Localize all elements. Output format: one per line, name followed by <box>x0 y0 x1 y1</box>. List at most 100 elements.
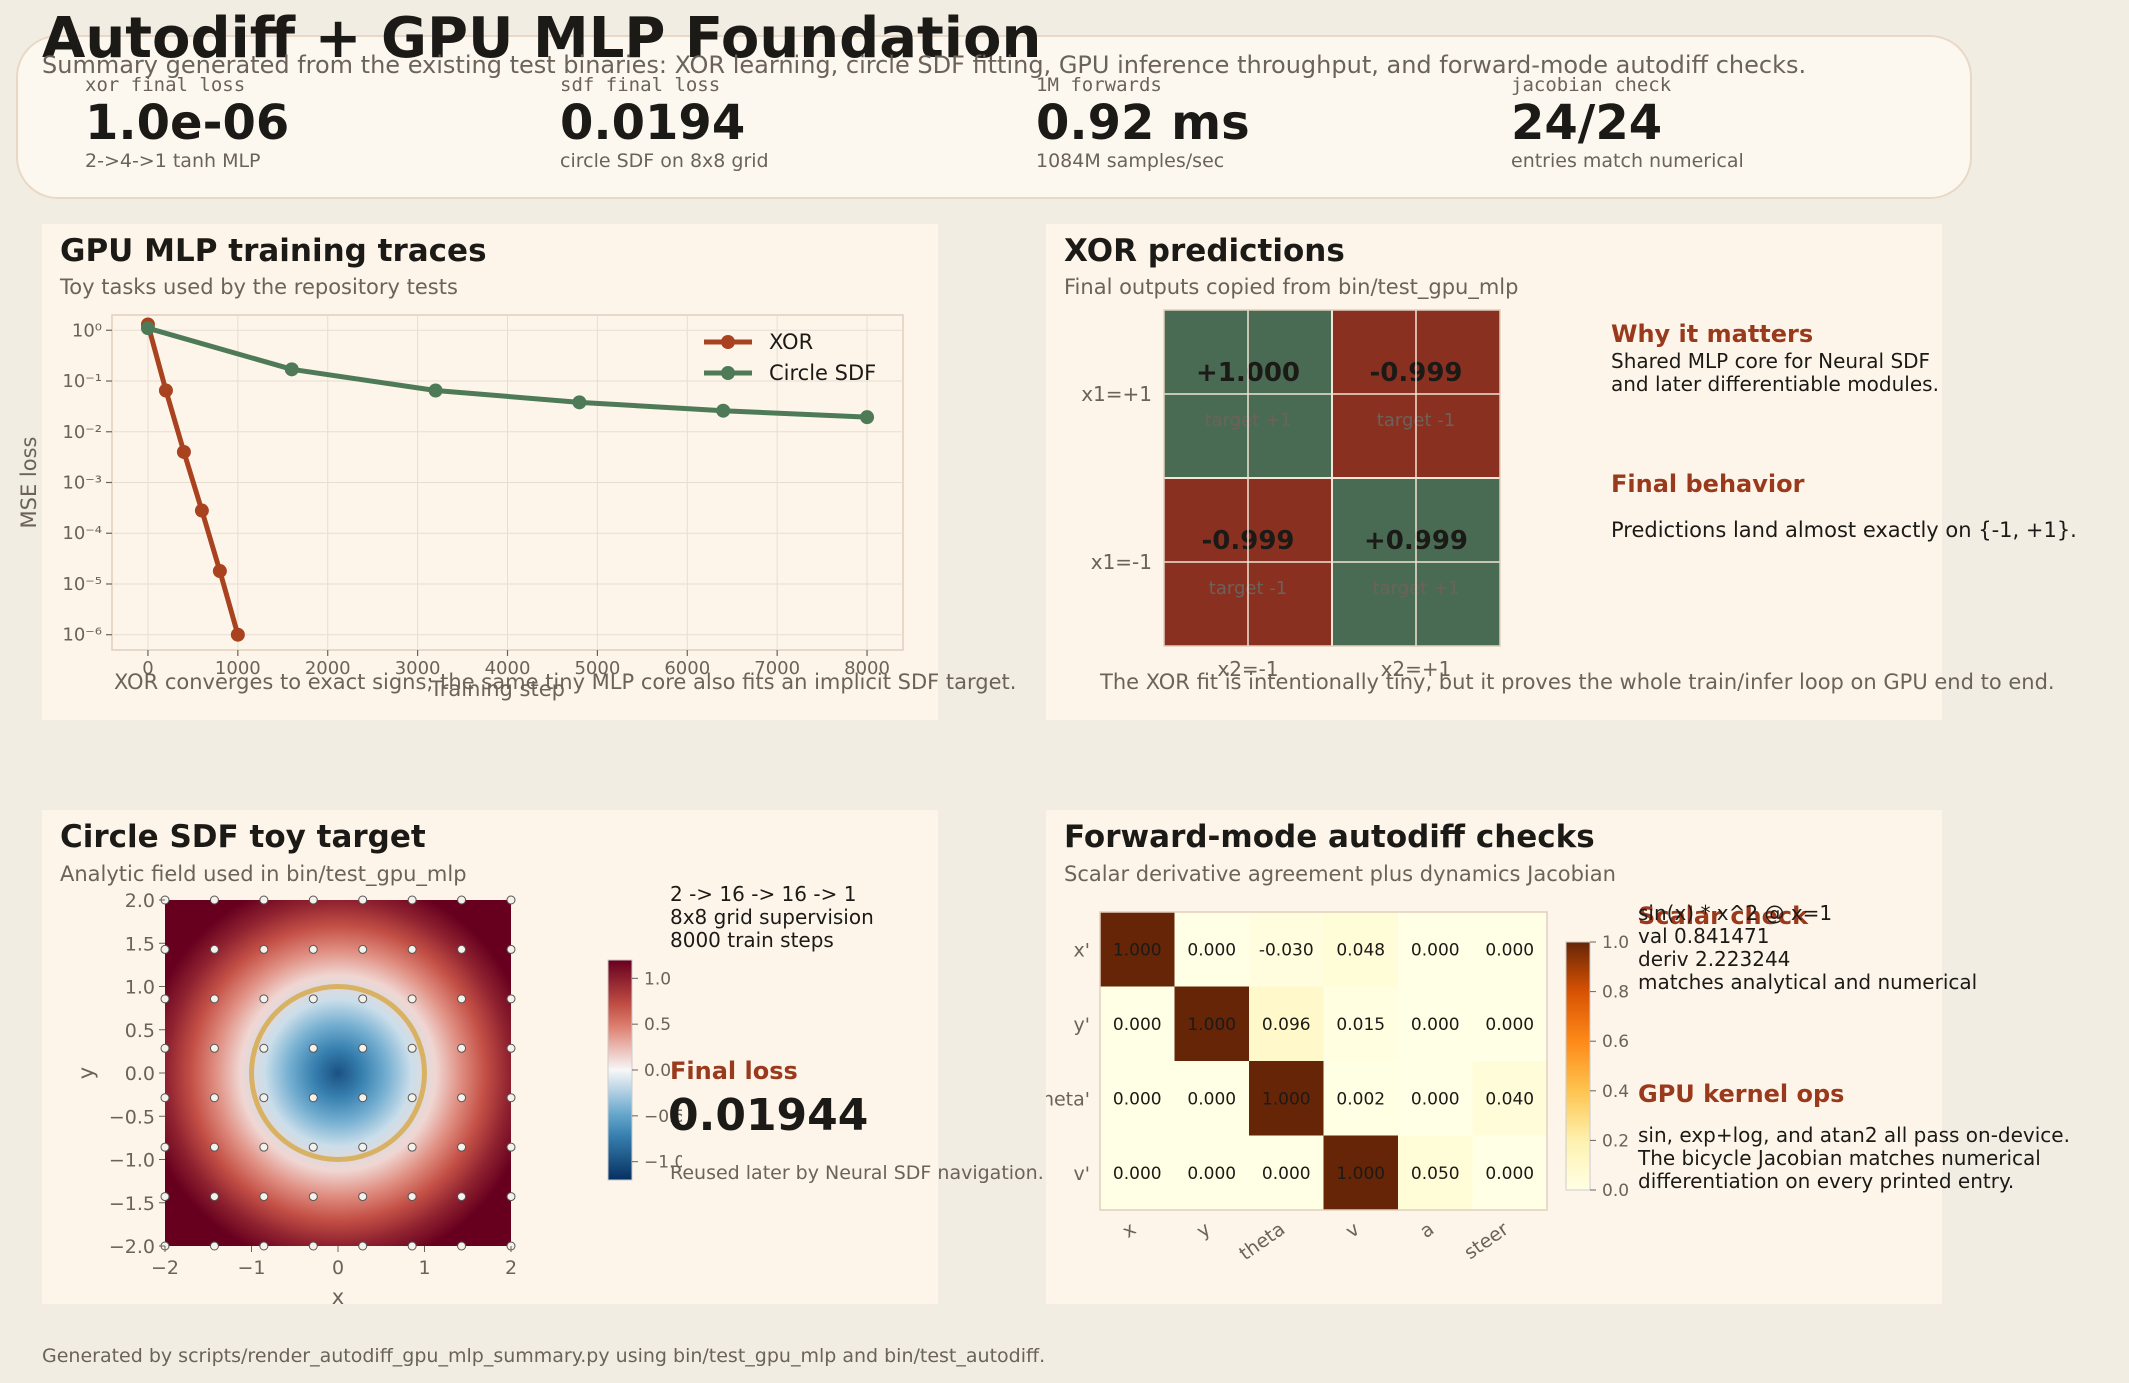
x-tick-label: 2000 <box>305 658 351 679</box>
training-title: GPU MLP training traces <box>60 233 487 269</box>
jacobian-row-label: x' <box>1074 939 1090 961</box>
scalar-text: sin(x) * x^2 @ x=1 val 0.841471 deriv 2.… <box>1638 901 1978 994</box>
y-tick-label: 10⁻⁶ <box>62 625 102 646</box>
jacobian-cell-value: 1.000 <box>1262 1089 1311 1109</box>
jacobian-cell <box>1472 986 1547 1061</box>
sdf-heatmap: −2 −1 0 1 2 2.0 1.5 1.0 0.5 0.0 −0.5 −1.0 −1.5 −2.0 x y… <box>74 890 682 1309</box>
sample-point <box>308 1241 318 1251</box>
data-point <box>572 395 587 410</box>
jacobian-cell-value: 0.000 <box>1187 940 1236 960</box>
y-tick-label: 0.0 <box>125 1063 155 1085</box>
sample-point <box>259 895 269 905</box>
x-tick-label: 1000 <box>215 658 261 679</box>
x-tick-label: 1 <box>418 1257 430 1279</box>
xor-row-label: x1=-1 <box>1091 550 1152 574</box>
sample-point <box>358 1192 368 1202</box>
sample-point <box>358 1241 368 1251</box>
data-point <box>176 444 191 459</box>
x-tick-label: 0 <box>142 658 153 679</box>
sample-point <box>506 1043 516 1053</box>
jacobian-cell-value: 0.000 <box>1411 940 1460 960</box>
sample-point <box>209 994 219 1004</box>
sample-point <box>407 994 417 1004</box>
y-tick-label: 0.5 <box>125 1020 155 1042</box>
xor-col-label: x2=+1 <box>1381 657 1452 681</box>
sample-point <box>160 1142 170 1152</box>
sample-point <box>259 1093 269 1103</box>
series-line <box>147 325 868 420</box>
series-line <box>145 323 241 636</box>
legend-marker <box>721 335 735 349</box>
sample-point <box>358 994 368 1004</box>
sample-point <box>259 1241 269 1251</box>
jacobian-cell-value: 0.050 <box>1411 1164 1460 1184</box>
jacobian-cell-value: 0.000 <box>1113 1089 1162 1109</box>
x-tick-label: −2 <box>151 1257 179 1279</box>
sample-point <box>308 1192 318 1202</box>
x-tick-label: 8000 <box>844 658 890 679</box>
sample-point <box>259 1192 269 1202</box>
xor-frame <box>1163 309 1501 647</box>
jacobian-cell <box>1472 1061 1547 1136</box>
y-tick-label: −1.5 <box>109 1193 155 1215</box>
y-tick-label: 2.0 <box>125 890 155 912</box>
metric-value: 1.0e-06 <box>85 95 290 151</box>
behavior-title: Final behavior <box>1611 470 1805 498</box>
x-tick-label: 3000 <box>395 658 441 679</box>
jacobian-cell <box>1398 986 1473 1061</box>
x-tick-label: −1 <box>237 1257 265 1279</box>
sample-point <box>358 895 368 905</box>
jacobian-cell <box>1398 1061 1473 1136</box>
jacobian-cell <box>1323 912 1398 987</box>
metric-note: circle SDF on 8x8 grid <box>560 150 769 172</box>
xor-subtitle: Final outputs copied from bin/test_gpu_m… <box>1064 275 1519 299</box>
x-tick-label: 7000 <box>754 658 800 679</box>
autodiff-subtitle: Scalar derivative agreement plus dynamic… <box>1064 862 1616 886</box>
sample-point <box>457 944 467 954</box>
colorbar-tick-label: 0.4 <box>1602 1082 1629 1102</box>
sdf-loss-note: Reused later by Neural SDF navigation. <box>670 1162 1044 1184</box>
sample-point <box>308 895 318 905</box>
sample-point <box>209 1192 219 1202</box>
jacobian-cell <box>1100 912 1175 987</box>
jacobian-cell-value: 0.000 <box>1485 1015 1534 1035</box>
sample-point <box>407 895 417 905</box>
colorbar-tick-label: 0.5 <box>644 1015 671 1035</box>
metric-xor: xor final loss 1.0e-06 2->4->1 tanh MLP <box>85 74 289 172</box>
page-footer: Generated by scripts/render_autodiff_gpu… <box>42 1345 1046 1367</box>
data-point <box>158 383 173 398</box>
data-point <box>860 410 875 425</box>
sample-point <box>407 1142 417 1152</box>
y-tick-label: 10⁻¹ <box>62 371 102 392</box>
sample-point <box>160 1093 170 1103</box>
metric-forwards: 1M forwards 0.92 ms 1084M samples/sec <box>1036 74 1250 172</box>
sample-point <box>506 1142 516 1152</box>
jacobian-cell-value: 0.096 <box>1262 1015 1311 1035</box>
sdf-title: Circle SDF toy target <box>60 819 426 855</box>
kernel-text: sin, exp+log, and atan2 all pass on-devi… <box>1638 1123 2070 1193</box>
data-point <box>140 321 155 336</box>
jacobian-cell <box>1323 1135 1398 1210</box>
sample-point <box>506 895 516 905</box>
jacobian-frame <box>1099 911 1548 1211</box>
jacobian-cell-value: 0.000 <box>1411 1089 1460 1109</box>
sample-point <box>506 994 516 1004</box>
sample-point <box>308 994 318 1004</box>
sample-point <box>506 1093 516 1103</box>
x-tick-label: 6000 <box>664 658 710 679</box>
jacobian-cell-value: 0.000 <box>1187 1089 1236 1109</box>
jacobian-cell <box>1174 986 1249 1061</box>
colorbar-tick-label: 0.2 <box>1602 1131 1629 1151</box>
colorbar <box>607 959 633 1181</box>
jacobian-cell <box>1472 912 1547 987</box>
sample-point <box>457 1093 467 1103</box>
jacobian-cell <box>1100 1135 1175 1210</box>
zero-level-circle <box>249 984 427 1162</box>
x-tick-label: 0 <box>332 1257 344 1279</box>
x-tick-label: 2 <box>505 1257 517 1279</box>
sample-point <box>160 1043 170 1053</box>
summary-card <box>16 35 1972 199</box>
jacobian-cell-value: 0.000 <box>1187 1164 1236 1184</box>
